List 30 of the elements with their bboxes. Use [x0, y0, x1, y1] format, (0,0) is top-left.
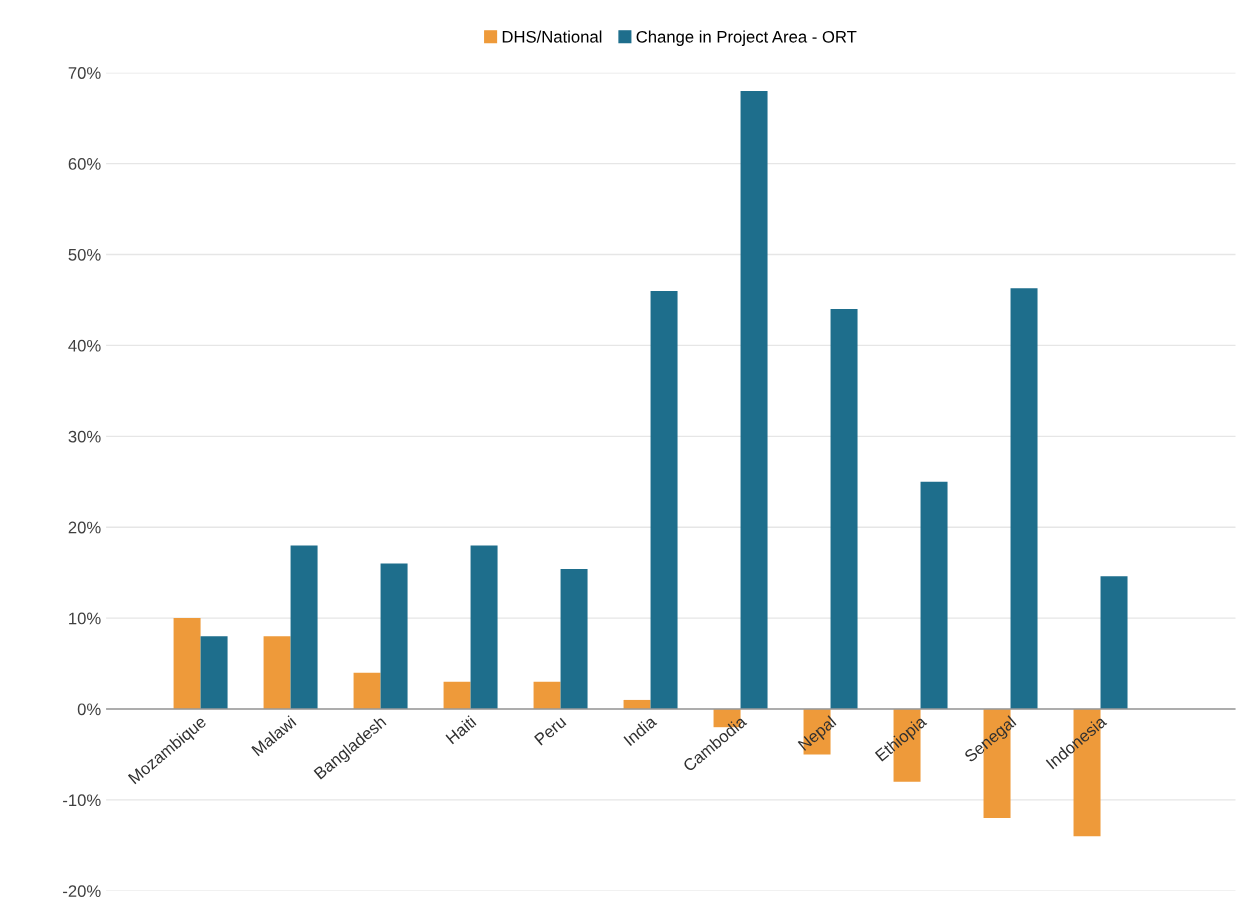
bar	[830, 309, 858, 710]
x-tick-label: Peru	[534, 715, 567, 746]
bar	[443, 681, 471, 710]
bar	[173, 618, 201, 710]
y-tick-label: 30%	[68, 430, 101, 443]
bar	[353, 672, 381, 710]
x-tick-label: India	[623, 714, 658, 747]
bar	[1010, 288, 1038, 710]
y-tick-label: 0%	[77, 703, 101, 716]
y-tick-label: -10%	[63, 794, 101, 807]
y-tick-label: 70%	[68, 67, 101, 79]
legend-label: DHS/National	[502, 30, 602, 43]
bar	[263, 636, 291, 710]
y-tick-label: 10%	[69, 612, 101, 625]
bar	[470, 545, 498, 710]
bar	[920, 481, 948, 710]
y-tick-label: -20%	[63, 885, 101, 898]
y-tick-label: 40%	[68, 339, 101, 352]
bar	[560, 569, 588, 710]
bar	[533, 681, 561, 710]
y-tick-label: 50%	[68, 248, 101, 261]
y-tick-label: 60%	[68, 158, 101, 170]
bar	[290, 545, 318, 710]
legend-label: Change in Project Area - ORT	[636, 30, 857, 46]
bar	[1100, 576, 1128, 710]
y-tick-label: 20%	[68, 521, 101, 534]
bar	[200, 636, 228, 710]
bar	[740, 90, 768, 710]
bar	[650, 290, 678, 710]
bar	[380, 563, 408, 710]
